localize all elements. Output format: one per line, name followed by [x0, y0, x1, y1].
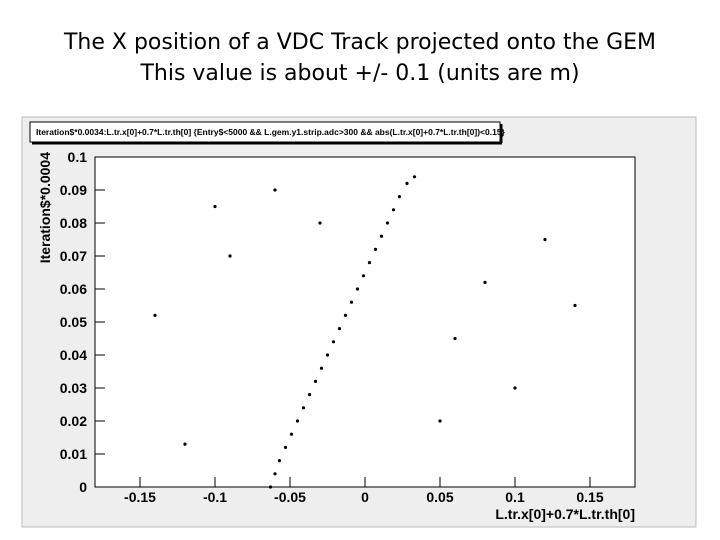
data-point [277, 459, 282, 463]
x-tick-label: 0.15 [576, 489, 603, 505]
data-point [343, 313, 348, 317]
data-point [355, 287, 360, 291]
data-point [379, 234, 384, 238]
data-point [349, 300, 354, 304]
data-point [268, 485, 273, 489]
data-point [361, 274, 366, 278]
axis-tick-labels: -0.15 -0.1 -0.05 0 0.05 0.1 0.15 0 0.01 0.02 0.03 0… [60, 149, 604, 505]
data-point [301, 406, 306, 410]
data-point [325, 353, 330, 357]
data-point [318, 221, 322, 225]
data-point [405, 181, 409, 185]
data-point [412, 175, 417, 179]
data-point [373, 247, 378, 251]
data-point [289, 432, 294, 436]
y-tick-label: 0.02 [60, 413, 87, 429]
data-point [228, 254, 232, 258]
y-tick-label: 0.03 [60, 380, 87, 396]
data-point [183, 442, 187, 446]
x-tick-label: -0.05 [274, 489, 306, 505]
data-point [385, 221, 390, 225]
data-point [573, 303, 577, 308]
data-point [483, 280, 487, 284]
x-tick-label: 0.1 [505, 489, 525, 505]
x-tick-label: 0.05 [426, 489, 453, 505]
x-axis-label: L.tr.x[0]+0.7*L.tr.th[0] [495, 506, 635, 522]
x-tick-label: -0.1 [203, 489, 227, 505]
y-tick-label: 0.04 [60, 347, 87, 363]
y-tick-label: 0.05 [60, 314, 87, 330]
data-point [273, 188, 277, 192]
data-point [319, 366, 324, 370]
data-point [453, 336, 457, 341]
y-tick-label: 0.07 [60, 248, 87, 264]
slide-title-line-1: The X position of a VDC Track projected … [63, 30, 657, 55]
data-point [313, 379, 318, 383]
data-point [273, 472, 277, 476]
y-tick-label: 0.09 [60, 182, 87, 198]
data-point [543, 237, 547, 242]
data-point [213, 204, 217, 209]
data-point [295, 419, 300, 423]
y-tick-label: 0 [79, 479, 87, 495]
x-tick-label: -0.15 [124, 489, 156, 505]
y-tick-label: 0.06 [60, 281, 87, 297]
y-tick-label: 0.01 [60, 446, 87, 462]
y-tick-label: 0.1 [68, 149, 88, 165]
y-tick-label: 0.08 [60, 215, 87, 231]
plot-frame [94, 156, 636, 488]
data-point [337, 327, 342, 331]
axis-ticks [95, 156, 591, 488]
data-point [438, 419, 442, 423]
data-points [153, 175, 577, 489]
y-axis-label: Iteration$*0.0004 [37, 152, 53, 263]
x-tick-label: 0 [361, 489, 369, 505]
data-point [331, 340, 336, 344]
data-point [153, 313, 157, 317]
data-point [397, 195, 402, 199]
data-point [513, 386, 517, 390]
slide-title-line-2: This value is about +/- 0.1 (units are m… [140, 61, 580, 86]
plot-header: Iteration$*0.0034:L.tr.x[0]+0.7*L.tr.th[… [36, 127, 506, 137]
data-point [367, 261, 372, 265]
data-point [391, 208, 396, 212]
data-point [307, 393, 312, 397]
data-point [283, 445, 288, 449]
